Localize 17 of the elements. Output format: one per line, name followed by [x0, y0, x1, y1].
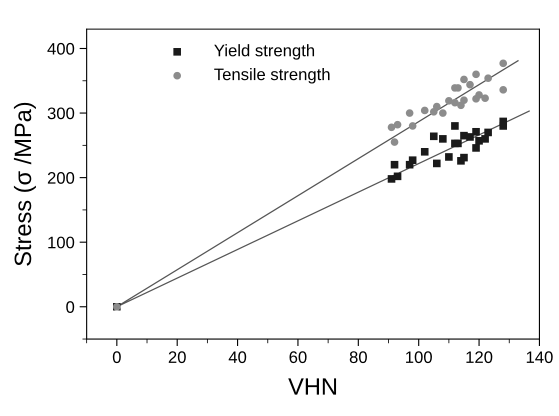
x-tick-label: 60: [290, 351, 307, 364]
y-tick-label: 200: [48, 172, 74, 184]
y-tick-label: 300: [48, 107, 74, 120]
x-tick-label: 140: [526, 351, 553, 364]
y-tick-label: 0: [66, 301, 74, 313]
x-tick-label: 120: [466, 351, 492, 364]
x-tick-label: 20: [168, 351, 186, 364]
x-tick-label: 100: [406, 351, 432, 364]
x-axis-title: VHN: [288, 378, 336, 395]
legend-label: Tensile strength: [214, 68, 330, 84]
x-tick-label: 80: [350, 351, 367, 364]
y-axis-title: Stress (σ /MPa): [14, 102, 36, 266]
y-tick-label: 400: [47, 42, 74, 55]
y-tick-label: 100: [48, 236, 74, 248]
legend-label: Yield strength: [214, 44, 314, 60]
x-tick-label: 0: [112, 351, 121, 364]
x-tick-label: 40: [228, 351, 246, 364]
